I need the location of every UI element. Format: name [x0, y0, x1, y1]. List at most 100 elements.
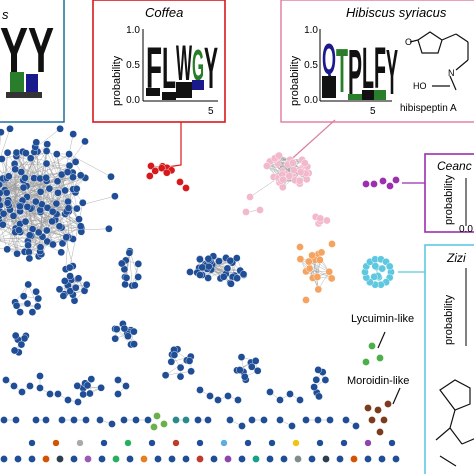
singleton-node — [266, 455, 274, 463]
network-edge — [165, 360, 188, 376]
main-cluster-node — [11, 165, 20, 174]
blue-cluster-node — [124, 332, 132, 341]
hibiscus-cluster-node — [262, 162, 271, 170]
left-panel-title-fragment: s — [2, 7, 9, 22]
ceanothus-logo-panel: Ceanc probability 0.0 — [424, 153, 474, 235]
network-node — [160, 420, 168, 428]
main-cluster-node — [71, 158, 80, 166]
moroidin-cluster-node — [384, 400, 392, 408]
network-node — [256, 206, 264, 214]
orange-cluster-node — [327, 274, 336, 283]
network-edge — [0, 128, 11, 159]
network-node — [326, 416, 334, 424]
singleton-node — [98, 455, 106, 463]
hibiscus-logo-letter-q: Q — [322, 35, 336, 84]
blue-cluster-node — [204, 262, 213, 271]
network-node — [246, 193, 254, 201]
network-node — [242, 208, 250, 216]
orange-cluster-node — [316, 256, 324, 264]
blue-cluster-node — [112, 325, 121, 334]
hibiscus-satellite-node — [316, 214, 325, 223]
coffea-connector — [159, 122, 182, 169]
network-edge — [126, 252, 130, 278]
hibiscus-ytick-mid: 0.5 — [304, 60, 318, 71]
coffea-logo-letter-w: W — [176, 35, 192, 91]
blue-cluster-node — [17, 340, 26, 349]
main-cluster-node — [13, 249, 21, 258]
singleton-node — [210, 455, 218, 463]
hibiscus-xtick-5: 5 — [370, 106, 376, 117]
main-cluster-node — [48, 217, 56, 226]
main-cluster-node — [72, 184, 81, 193]
singleton-node — [126, 455, 134, 463]
network-edge — [309, 268, 332, 279]
coffea-logo-minor-residue — [146, 88, 160, 96]
singleton-node — [364, 455, 372, 463]
ceanothus-cluster-node — [370, 180, 378, 188]
blue-cluster-node — [130, 340, 138, 348]
ceanothus-cluster-node — [379, 177, 387, 185]
singleton-node — [292, 439, 300, 447]
blue-cluster-node — [233, 274, 241, 283]
main-cluster-node — [19, 183, 28, 192]
network-node — [120, 416, 128, 424]
network-node — [226, 416, 234, 424]
network-node — [58, 416, 66, 424]
main-cluster-node — [9, 212, 18, 220]
hibiscus-satellite-node — [323, 216, 331, 225]
blue-cluster-node — [122, 273, 131, 282]
network-node — [144, 416, 152, 424]
main-cluster-satellite — [56, 125, 64, 133]
main-cluster-node — [54, 188, 62, 197]
hibispeptin-compound-label: hibispeptin A — [400, 103, 457, 114]
singleton-node — [340, 439, 348, 447]
network-node — [82, 416, 90, 424]
hibiscus-logo-minor-residue — [322, 76, 336, 98]
network-edge — [28, 284, 38, 307]
blue-cluster-node — [125, 248, 134, 257]
singleton-node — [280, 455, 288, 463]
hibispeptin-structure — [409, 31, 469, 91]
singleton-node — [294, 455, 302, 463]
network-node — [96, 416, 104, 424]
ceanothus-cluster-node — [386, 182, 394, 190]
singleton-node — [14, 455, 22, 463]
coffea-xtick-5: 5 — [208, 106, 214, 117]
main-cluster-node — [45, 184, 54, 193]
orange-cluster-node — [313, 273, 322, 281]
coffea-ylabel: probability — [111, 55, 123, 106]
ceanothus-cluster-node — [362, 180, 370, 188]
network-edge — [249, 179, 276, 198]
blue-cluster-node — [59, 292, 68, 300]
network-node — [352, 422, 360, 430]
structure-ho-label: HO — [413, 81, 427, 91]
blue-cluster-node — [176, 372, 185, 381]
left-logo-small-stack — [6, 92, 42, 98]
network-node — [204, 416, 212, 424]
network-node — [132, 416, 140, 424]
network-node — [42, 416, 50, 424]
network-node — [248, 416, 256, 424]
network-edge — [0, 152, 27, 176]
main-cluster-node — [25, 248, 33, 256]
network-node — [288, 422, 296, 430]
singleton-node — [196, 455, 204, 463]
blue-cluster-node — [227, 279, 235, 288]
orange-cluster-node — [296, 255, 305, 263]
network-node — [296, 243, 304, 251]
main-cluster-node — [25, 231, 34, 239]
network-node — [260, 416, 268, 424]
ziziphus-bond-1 — [449, 409, 456, 429]
ziziphus-cluster-node — [385, 262, 394, 271]
blue-cluster-node — [74, 274, 83, 283]
blue-cluster-node — [66, 272, 74, 280]
blue-cluster-node — [86, 389, 94, 398]
main-cluster-node — [64, 204, 73, 212]
ziziphus-bond-2 — [449, 427, 463, 445]
coffea-cluster-node — [147, 162, 155, 170]
blue-cluster-node — [219, 272, 228, 281]
hibiscus-logo-letter-p: P — [348, 37, 362, 108]
moroidin-cluster-node — [374, 406, 382, 414]
blue-cluster-node — [204, 274, 212, 282]
